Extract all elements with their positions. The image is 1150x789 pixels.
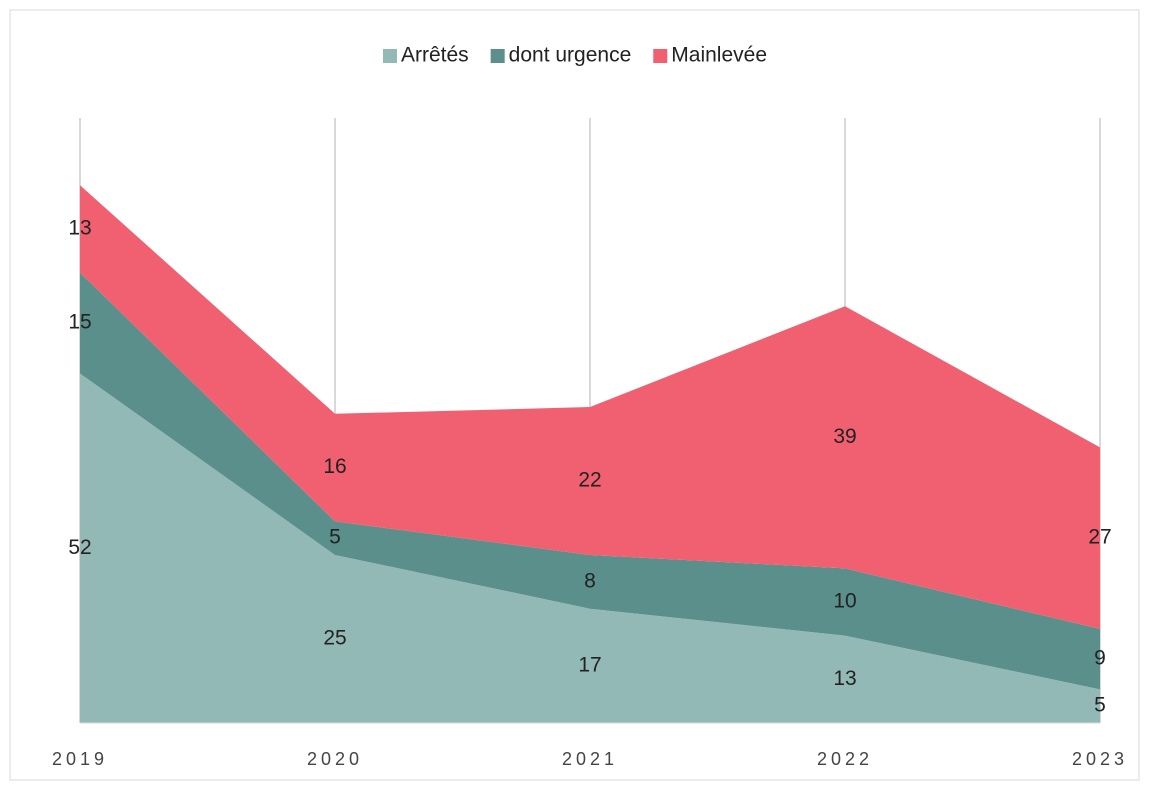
data-label: 22 <box>578 469 601 492</box>
legend-label: Arrêtés <box>401 44 469 67</box>
data-label: 5 <box>1094 694 1106 717</box>
x-tick-label: 2022 <box>817 749 873 769</box>
data-label: 17 <box>578 653 601 676</box>
data-label: 39 <box>833 425 856 448</box>
area <box>80 272 1100 690</box>
data-label: 8 <box>584 569 596 592</box>
data-label: 13 <box>68 216 91 239</box>
legend-label: Mainlevée <box>671 44 767 67</box>
data-label: 52 <box>68 536 91 559</box>
area <box>80 185 1100 629</box>
legend-swatch <box>653 49 668 63</box>
legend-label: dont urgence <box>509 44 632 67</box>
legend-swatch <box>490 49 505 63</box>
data-label: 13 <box>833 667 856 690</box>
x-tick-label: 2023 <box>1072 749 1128 769</box>
x-tick-label: 2021 <box>562 749 618 769</box>
data-label: 9 <box>1094 647 1106 670</box>
data-label: 10 <box>833 590 856 613</box>
data-label: 25 <box>323 627 346 650</box>
x-tick-label: 2019 <box>52 749 108 769</box>
x-tick-label: 2020 <box>307 749 363 769</box>
legend-swatch <box>382 49 397 63</box>
data-label: 15 <box>68 311 91 334</box>
data-label: 5 <box>329 526 341 549</box>
data-label: 16 <box>323 455 346 478</box>
data-label: 27 <box>1088 526 1111 549</box>
